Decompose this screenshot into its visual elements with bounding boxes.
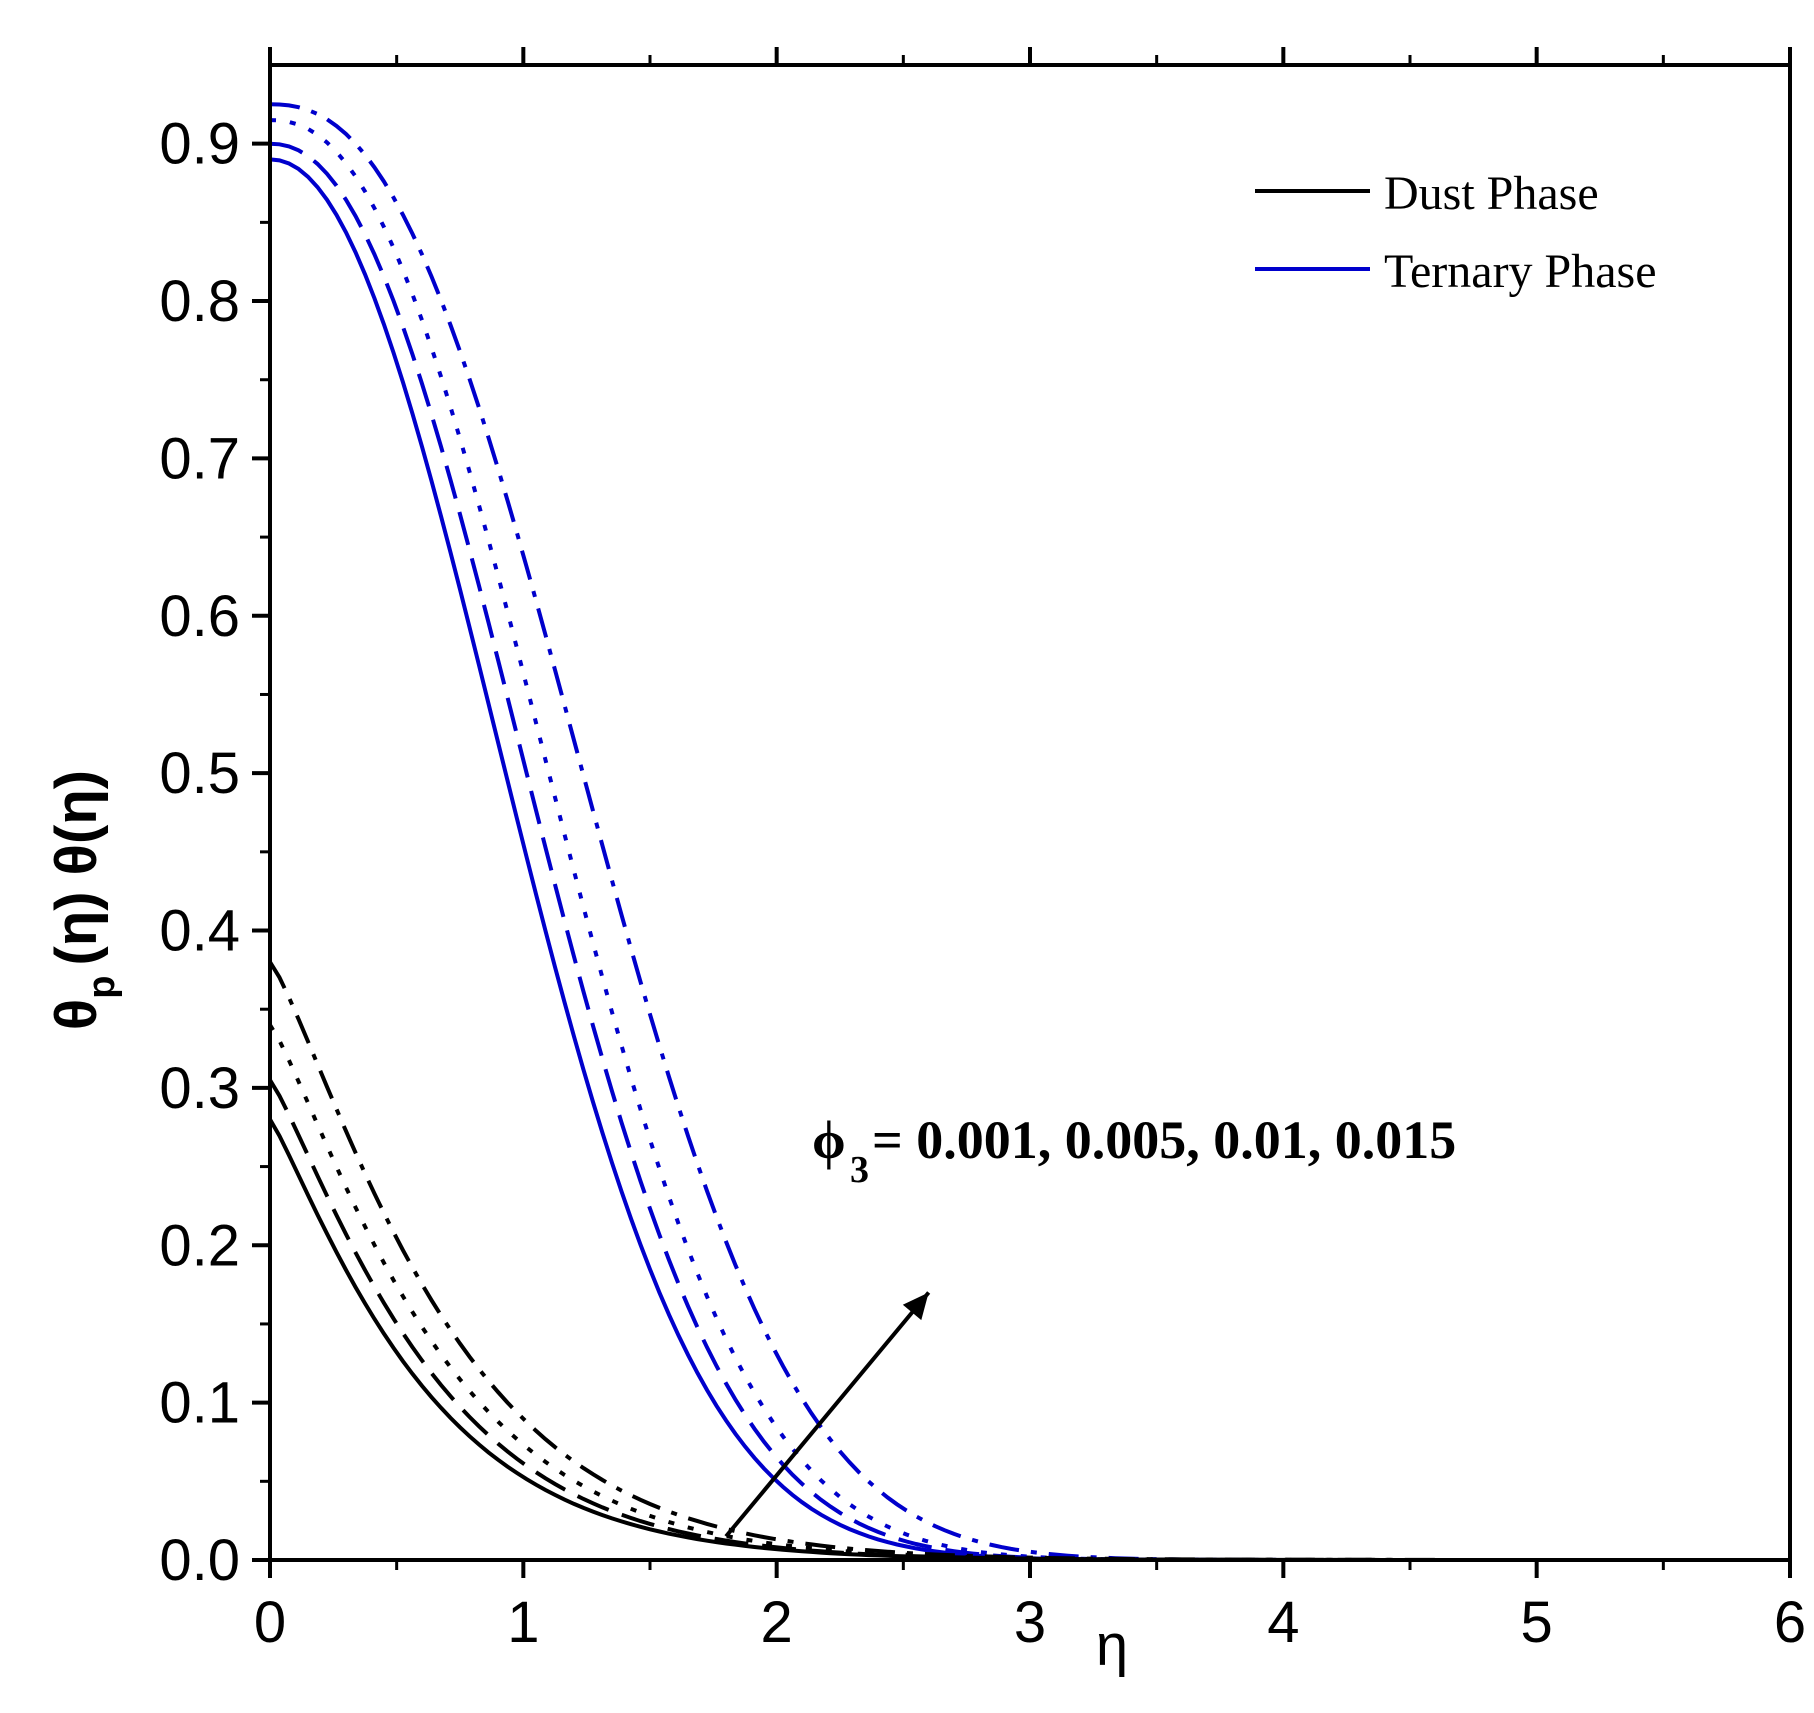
axes-layer <box>252 47 1792 1578</box>
annotation-values: = 0.001, 0.005, 0.01, 0.015 <box>872 1110 1456 1170</box>
series-line-dust-0 <box>268 1118 1790 1562</box>
labels-layer: 0 1 2 3 4 5 6 0.0 0.1 0.2 0.3 0.4 0.5 0.6 0.7 0.8 0.9 <box>159 112 1806 1655</box>
series-line-ternary-0 <box>269 157 1790 1562</box>
y-tick-label: 0.4 <box>159 899 240 964</box>
legend: Dust Phase Ternary Phase <box>1255 167 1657 298</box>
y-tick-label: 0.2 <box>159 1213 240 1278</box>
y-tick-label: 0.5 <box>159 741 240 806</box>
parameter-annotation: ϕ 3 = 0.001, 0.005, 0.01, 0.015 <box>812 1110 1456 1191</box>
y-tick-label: 0.3 <box>159 1056 240 1121</box>
series-line-dust-2 <box>268 1023 1790 1562</box>
y-tick-label: 0.0 <box>159 1528 240 1593</box>
series-line-ternary-1 <box>269 141 1790 1562</box>
x-tick-label: 4 <box>1267 1590 1299 1655</box>
x-tick-label: 3 <box>1014 1590 1046 1655</box>
y-axis-title: θp (η) θ(η) <box>44 770 123 1030</box>
annotation-arrow-line <box>724 1291 931 1538</box>
y-axis-title-rest: (η) θ(η) <box>44 770 109 966</box>
y-axis-title-theta: θ <box>44 999 109 1030</box>
annotation-phi-subscript: 3 <box>850 1149 869 1191</box>
y-tick-label: 0.1 <box>159 1371 240 1436</box>
y-tick-label: 0.9 <box>159 112 240 177</box>
x-tick-label: 0 <box>254 1590 286 1655</box>
legend-label-dust: Dust Phase <box>1384 167 1599 220</box>
y-axis-title-text: θp (η) θ(η) <box>44 770 123 1030</box>
series-line-ternary-3 <box>269 102 1790 1562</box>
legend-label-ternary: Ternary Phase <box>1384 245 1657 298</box>
x-tick-label: 5 <box>1521 1590 1553 1655</box>
series-layer <box>268 102 1790 1562</box>
y-tick-label: 0.7 <box>159 426 240 491</box>
x-axis-title: η <box>1096 1613 1128 1678</box>
series-line-dust-3 <box>268 960 1790 1562</box>
y-tick-label: 0.8 <box>159 269 240 334</box>
annotation-arrow-head <box>902 1292 929 1321</box>
y-axis-title-subscript: p <box>81 976 123 999</box>
y-tick-label: 0.6 <box>159 584 240 649</box>
x-tick-label: 6 <box>1774 1590 1806 1655</box>
annotation-phi-symbol: ϕ <box>812 1110 846 1170</box>
x-tick-label: 1 <box>507 1590 539 1655</box>
series-line-ternary-2 <box>269 118 1790 1562</box>
x-tick-label: 2 <box>761 1590 793 1655</box>
